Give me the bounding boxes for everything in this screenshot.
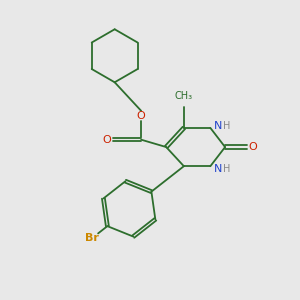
Text: CH₃: CH₃ xyxy=(175,92,193,101)
Text: N: N xyxy=(214,121,222,130)
Text: O: O xyxy=(102,135,111,145)
Text: H: H xyxy=(223,164,230,173)
Text: Br: Br xyxy=(85,233,99,244)
Text: O: O xyxy=(249,142,257,152)
Text: H: H xyxy=(223,121,230,130)
Text: N: N xyxy=(214,164,222,173)
Text: O: O xyxy=(137,111,146,121)
